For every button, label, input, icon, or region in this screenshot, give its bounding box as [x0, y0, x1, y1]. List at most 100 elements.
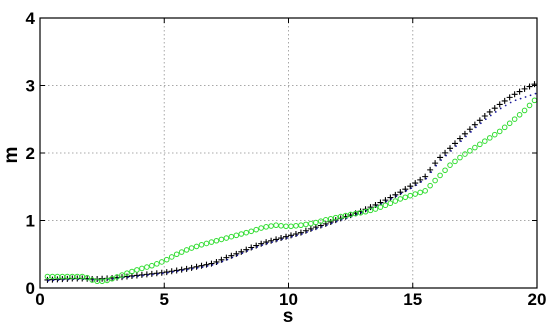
data-point: [482, 138, 488, 144]
data-point: [462, 151, 468, 157]
data-point: [223, 254, 230, 261]
data-point: [296, 234, 298, 237]
data-point: [206, 265, 209, 267]
data-point: [315, 227, 318, 230]
y-tick-label: 4: [26, 9, 36, 28]
y-tick-label: 0: [26, 279, 35, 298]
data-point: [193, 243, 200, 250]
data-point: [318, 218, 324, 224]
data-point: [243, 246, 250, 253]
data-point: [504, 104, 507, 107]
data-point: [168, 254, 175, 260]
data-point: [233, 232, 240, 239]
data-point: [499, 107, 502, 110]
data-point: [303, 221, 309, 228]
data-point: [238, 248, 245, 255]
data-point: [248, 244, 255, 251]
data-point: [144, 264, 150, 270]
data-point: [382, 197, 389, 204]
data-point: [327, 218, 334, 225]
data-point: [501, 97, 508, 104]
data-point: [188, 264, 195, 271]
data-point: [511, 91, 518, 98]
data-point: [137, 275, 139, 278]
data-point: [57, 279, 60, 281]
data-point: [198, 242, 205, 248]
data-point: [501, 124, 508, 131]
data-point: [397, 189, 404, 196]
data-point: [89, 277, 95, 283]
data-point: [263, 239, 270, 246]
data-point: [134, 267, 140, 273]
data-point: [278, 235, 285, 242]
data-point: [305, 231, 308, 234]
data-point: [320, 225, 323, 228]
data-point: [519, 97, 522, 100]
data-point: [308, 220, 314, 227]
data-point: [263, 224, 269, 230]
data-point: [62, 278, 65, 281]
data-point: [228, 252, 235, 259]
data-point: [474, 126, 477, 129]
data-point: [476, 117, 483, 124]
data-point: [435, 164, 438, 167]
data-point: [460, 140, 462, 143]
data-point: [99, 278, 105, 285]
data-point: [322, 217, 329, 223]
data-point: [412, 191, 419, 197]
data-point: [156, 273, 159, 275]
data-point: [380, 202, 383, 205]
data-point: [335, 220, 338, 223]
data-point: [516, 111, 523, 118]
data-point: [427, 182, 433, 189]
data-point: [440, 159, 442, 162]
data-point: [450, 150, 452, 152]
data-point: [188, 245, 195, 251]
data-point: [173, 267, 180, 274]
data-point: [372, 206, 379, 212]
data-point: [273, 222, 279, 229]
data-point: [178, 266, 185, 273]
data-point: [233, 250, 240, 257]
data-point: [151, 273, 154, 276]
data-point: [196, 266, 199, 269]
data-point: [437, 154, 444, 161]
data-point: [166, 271, 169, 274]
data-point: [437, 172, 443, 179]
data-point: [425, 177, 428, 180]
data-point: [271, 241, 274, 244]
data-point: [178, 249, 185, 255]
data-point: [420, 180, 423, 183]
x-tick-label: 15: [403, 290, 422, 309]
data-point: [442, 167, 448, 174]
data-point: [417, 176, 424, 183]
data-point: [514, 99, 517, 102]
data-point: [427, 166, 434, 173]
data-point: [261, 244, 264, 246]
data-point: [251, 247, 254, 250]
data-point: [258, 240, 265, 247]
data-point: [456, 135, 463, 142]
data-point: [342, 212, 349, 219]
data-point: [491, 131, 498, 138]
data-point: [506, 94, 513, 101]
data-point: [397, 196, 404, 202]
data-point: [455, 145, 457, 148]
data-point: [430, 171, 433, 174]
data-point: [231, 256, 234, 259]
data-point: [301, 233, 303, 235]
data-point: [173, 251, 180, 258]
data-point: [310, 229, 313, 232]
data-point: [112, 277, 114, 280]
data-point: [465, 135, 467, 138]
data-point: [451, 140, 458, 147]
data-point: [291, 235, 293, 238]
data-point: [412, 180, 419, 187]
data-point: [447, 145, 454, 152]
data-point: [467, 148, 473, 154]
data-point: [422, 188, 428, 194]
data-point: [149, 262, 155, 269]
data-point: [402, 186, 409, 193]
data-point: [470, 131, 472, 133]
